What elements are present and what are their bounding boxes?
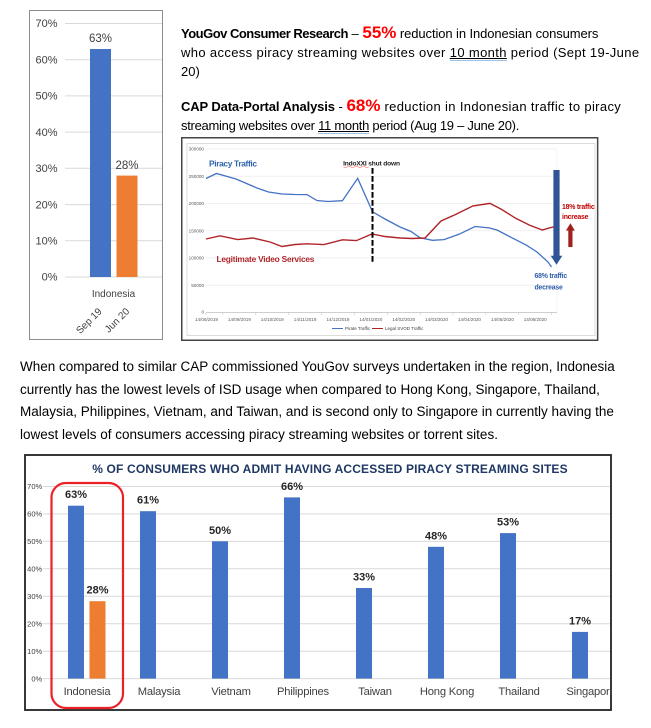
svg-text:60%: 60% bbox=[35, 54, 57, 66]
svg-text:10%: 10% bbox=[27, 647, 42, 656]
svg-text:28%: 28% bbox=[115, 160, 138, 172]
svg-text:Piracy Traffic: Piracy Traffic bbox=[209, 159, 257, 169]
svg-text:48%: 48% bbox=[425, 530, 447, 542]
svg-text:50000: 50000 bbox=[191, 283, 204, 288]
svg-text:300000: 300000 bbox=[189, 147, 205, 152]
svg-text:14/02/2020: 14/02/2020 bbox=[392, 317, 415, 322]
svg-text:30%: 30% bbox=[35, 163, 57, 175]
svg-text:Thailand: Thailand bbox=[498, 686, 539, 698]
svg-text:33%: 33% bbox=[353, 572, 375, 584]
svg-text:Vietnam: Vietnam bbox=[211, 686, 250, 698]
svg-text:70%: 70% bbox=[27, 482, 42, 491]
svg-text:18% traffic: 18% traffic bbox=[562, 204, 595, 211]
svg-text:0: 0 bbox=[201, 310, 204, 315]
svg-text:14/09/2019: 14/09/2019 bbox=[228, 317, 251, 322]
svg-text:Philippines: Philippines bbox=[277, 686, 330, 698]
svg-text:63%: 63% bbox=[89, 33, 112, 45]
svg-text:14/05/2020: 14/05/2020 bbox=[491, 317, 514, 322]
svg-text:250000: 250000 bbox=[189, 174, 205, 179]
svg-text:28%: 28% bbox=[86, 585, 108, 597]
svg-text:Indonesia: Indonesia bbox=[92, 289, 136, 300]
svg-text:14/10/2019: 14/10/2019 bbox=[261, 317, 284, 322]
svg-text:14/04/2020: 14/04/2020 bbox=[458, 317, 481, 322]
svg-text:68% traffic: 68% traffic bbox=[535, 273, 568, 280]
svg-text:Taiwan: Taiwan bbox=[358, 686, 392, 698]
svg-text:60%: 60% bbox=[27, 510, 42, 519]
svg-text:70%: 70% bbox=[35, 18, 57, 30]
svg-text:Malaysia: Malaysia bbox=[138, 686, 182, 698]
svg-text:53%: 53% bbox=[497, 517, 519, 529]
svg-text:30%: 30% bbox=[27, 592, 42, 601]
svg-text:Hong Kong: Hong Kong bbox=[420, 686, 474, 698]
svg-text:Legitimate Video Services: Legitimate Video Services bbox=[217, 254, 315, 264]
svg-text:14/12/2019: 14/12/2019 bbox=[327, 317, 350, 322]
svg-text:14/06/2020: 14/06/2020 bbox=[524, 317, 547, 322]
svg-text:20%: 20% bbox=[27, 619, 42, 628]
svg-text:66%: 66% bbox=[281, 481, 303, 493]
svg-text:50%: 50% bbox=[35, 91, 57, 103]
svg-text:increase: increase bbox=[562, 214, 589, 221]
svg-text:0%: 0% bbox=[42, 272, 58, 284]
svg-text:14/08/2019: 14/08/2019 bbox=[195, 317, 218, 322]
svg-text:40%: 40% bbox=[35, 127, 57, 139]
svg-text:61%: 61% bbox=[137, 495, 159, 507]
svg-text:% OF CONSUMERS WHO ADMIT HAVIN: % OF CONSUMERS WHO ADMIT HAVING ACCESSED… bbox=[92, 462, 567, 476]
svg-text:20%: 20% bbox=[35, 199, 57, 211]
svg-text:14/01/2020: 14/01/2020 bbox=[359, 317, 382, 322]
svg-text:50%: 50% bbox=[209, 525, 231, 537]
svg-text:Legal SVOD Traffic: Legal SVOD Traffic bbox=[385, 326, 424, 331]
svg-text:0%: 0% bbox=[31, 674, 42, 683]
svg-text:50%: 50% bbox=[27, 537, 42, 546]
svg-text:14/11/2019: 14/11/2019 bbox=[294, 317, 317, 322]
svg-text:100000: 100000 bbox=[189, 256, 205, 261]
svg-text:200000: 200000 bbox=[189, 201, 205, 206]
svg-text:Pirate Traffic: Pirate Traffic bbox=[345, 326, 371, 331]
svg-text:150000: 150000 bbox=[189, 228, 205, 233]
svg-text:decrease: decrease bbox=[535, 285, 564, 292]
svg-text:10%: 10% bbox=[35, 236, 57, 248]
svg-text:40%: 40% bbox=[27, 565, 42, 574]
svg-text:IndoXXI shut down: IndoXXI shut down bbox=[343, 161, 400, 168]
svg-text:Singapore: Singapore bbox=[566, 686, 612, 698]
svg-text:17%: 17% bbox=[569, 615, 591, 627]
svg-text:14/03/2020: 14/03/2020 bbox=[425, 317, 448, 322]
svg-text:Indonesia: Indonesia bbox=[64, 686, 112, 698]
svg-text:63%: 63% bbox=[65, 489, 87, 501]
